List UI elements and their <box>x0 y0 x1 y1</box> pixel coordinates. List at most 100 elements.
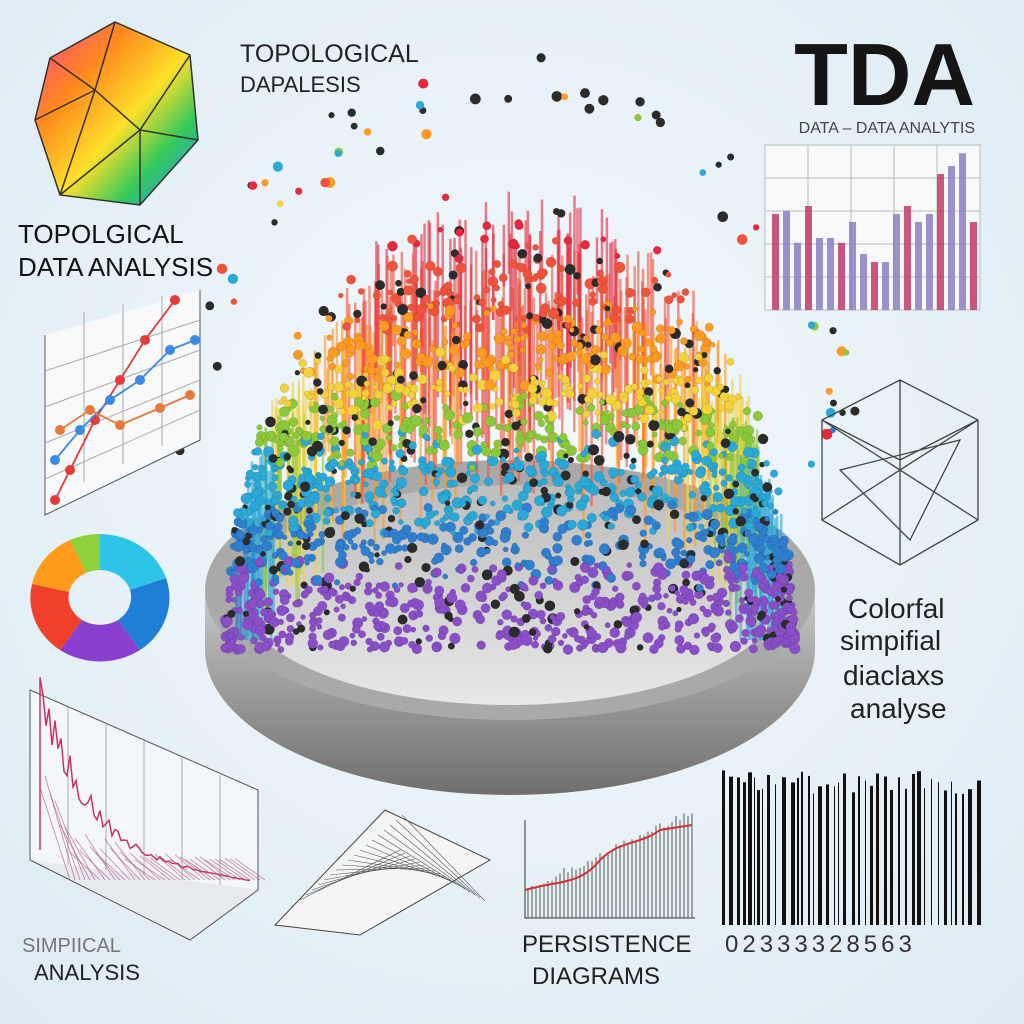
point <box>686 593 695 602</box>
point <box>446 592 458 604</box>
point <box>729 640 742 653</box>
point <box>674 625 682 633</box>
point <box>485 415 497 428</box>
point <box>689 324 698 333</box>
point <box>501 609 513 621</box>
point <box>556 209 566 218</box>
point <box>747 533 758 544</box>
point <box>278 399 284 406</box>
point <box>607 522 615 531</box>
sheet-line <box>365 844 456 884</box>
point <box>239 515 246 522</box>
point <box>439 440 450 451</box>
marker <box>170 295 180 305</box>
point <box>401 524 412 535</box>
point <box>534 590 544 600</box>
point <box>516 262 527 273</box>
point <box>368 558 375 565</box>
point <box>292 600 300 608</box>
bar <box>926 214 933 310</box>
point <box>502 476 510 484</box>
point <box>465 470 471 477</box>
point <box>434 471 442 479</box>
point <box>673 360 686 372</box>
point <box>728 584 735 591</box>
point <box>358 458 365 466</box>
point <box>525 465 536 476</box>
point <box>742 447 754 458</box>
point <box>636 643 644 651</box>
stray-point <box>807 321 816 329</box>
point <box>242 546 250 555</box>
point <box>380 457 389 465</box>
point <box>395 448 405 459</box>
point <box>699 414 711 425</box>
point <box>490 599 501 610</box>
point <box>686 537 693 544</box>
point <box>764 515 770 522</box>
point <box>614 503 625 514</box>
point <box>640 601 648 609</box>
point <box>704 322 714 332</box>
point <box>393 414 401 422</box>
point <box>772 508 779 515</box>
point <box>451 479 459 487</box>
point <box>703 373 714 383</box>
point <box>532 244 540 251</box>
point <box>543 414 550 421</box>
point <box>501 462 510 472</box>
point <box>651 353 661 363</box>
point <box>321 585 329 593</box>
barcode-bar <box>955 793 957 925</box>
stray-point <box>699 169 707 176</box>
point <box>609 627 621 638</box>
caption: ANALYSIS <box>34 960 140 985</box>
point <box>517 248 528 259</box>
caption: SIMPIICAL <box>22 935 121 957</box>
point <box>378 320 390 332</box>
barcode-bar <box>962 793 964 925</box>
point <box>304 472 315 483</box>
point <box>700 494 708 502</box>
point <box>737 542 748 554</box>
point <box>717 453 724 459</box>
point <box>652 245 662 255</box>
point <box>407 582 418 594</box>
point <box>354 396 365 408</box>
barcode-bar <box>858 776 860 925</box>
point <box>330 392 339 401</box>
point <box>459 525 469 535</box>
point <box>391 324 402 336</box>
point <box>431 569 438 576</box>
point <box>541 318 553 330</box>
bar <box>882 262 889 310</box>
point <box>328 362 336 371</box>
point <box>589 291 596 298</box>
point <box>433 425 443 435</box>
point <box>517 490 529 502</box>
point <box>708 422 715 429</box>
point <box>254 481 261 489</box>
point <box>454 367 466 378</box>
barcode-bar <box>757 790 760 925</box>
point <box>739 572 749 582</box>
point <box>317 600 328 611</box>
point <box>477 298 486 307</box>
point <box>394 382 405 394</box>
point <box>631 321 644 333</box>
point <box>262 446 275 458</box>
point <box>368 437 378 447</box>
point <box>375 280 386 291</box>
barcode-bar <box>748 772 752 925</box>
point <box>689 406 699 416</box>
point <box>490 447 502 458</box>
point <box>307 638 319 649</box>
point <box>312 378 322 387</box>
point <box>761 499 769 507</box>
point <box>666 464 677 475</box>
point <box>511 499 524 511</box>
point <box>753 521 764 532</box>
point <box>318 404 329 415</box>
point <box>695 583 704 593</box>
point <box>571 298 580 307</box>
